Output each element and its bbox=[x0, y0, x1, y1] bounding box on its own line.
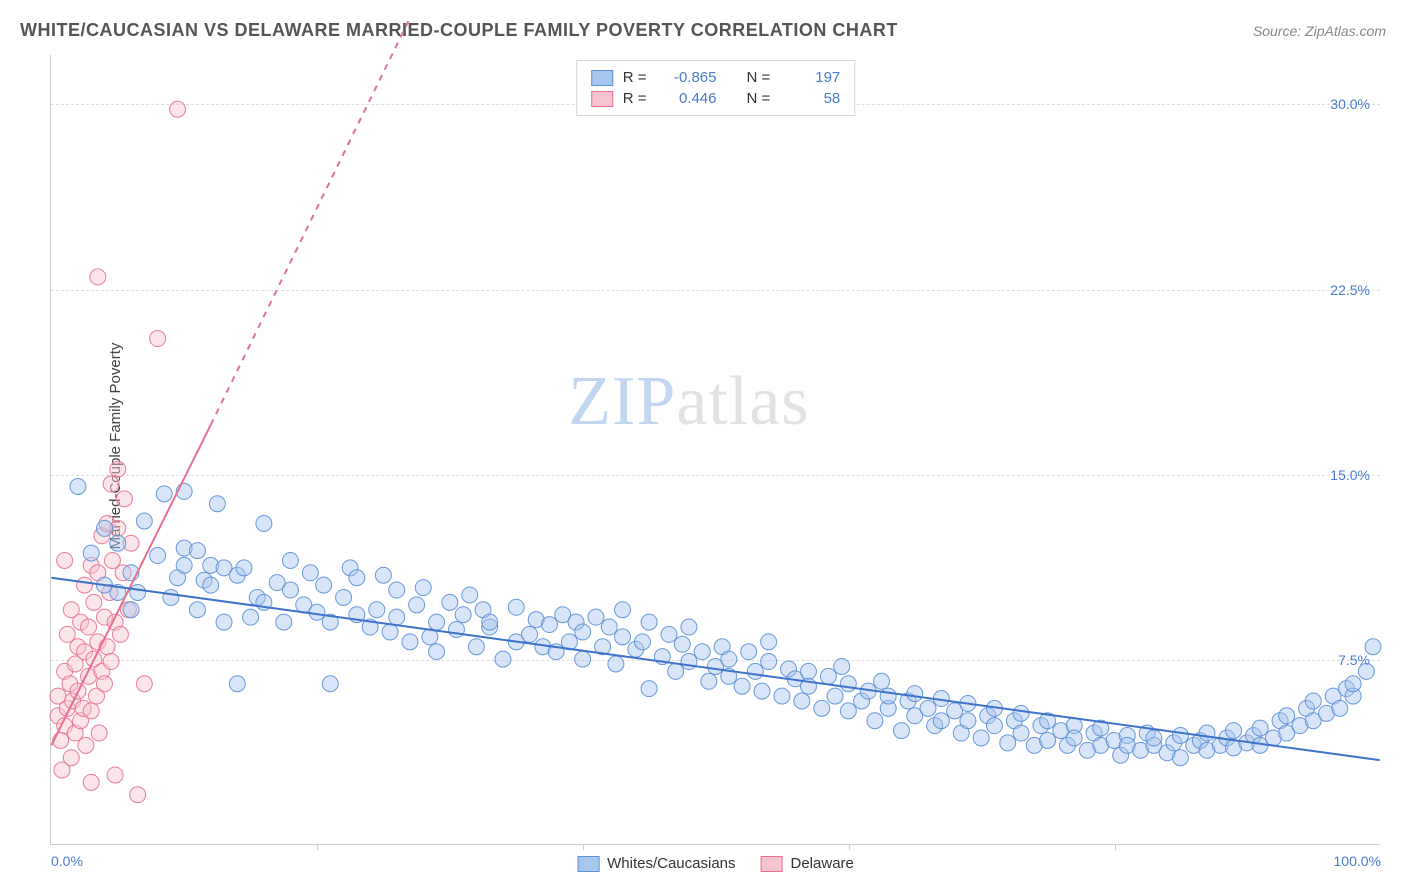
n-value-2: 58 bbox=[780, 90, 840, 107]
swatch-series2-b bbox=[761, 856, 783, 872]
legend-label-1: Whites/Caucasians bbox=[607, 855, 735, 872]
watermark-part1: ZIP bbox=[568, 363, 676, 440]
x-tick-label: 0.0% bbox=[51, 853, 83, 869]
source-prefix: Source: bbox=[1253, 23, 1305, 39]
chart-header: WHITE/CAUCASIAN VS DELAWARE MARRIED-COUP… bbox=[20, 20, 1386, 41]
legend-item-series1: Whites/Caucasians bbox=[577, 855, 735, 872]
correlation-legend: R = -0.865 N = 197 R = 0.446 N = 58 bbox=[576, 60, 856, 116]
watermark-part2: atlas bbox=[676, 363, 809, 440]
source-attribution: Source: ZipAtlas.com bbox=[1253, 23, 1386, 39]
y-tick-label: 22.5% bbox=[1330, 282, 1370, 298]
series-legend: Whites/Caucasians Delaware bbox=[577, 855, 854, 872]
r-value-1: -0.865 bbox=[657, 69, 717, 86]
n-label-1: N = bbox=[747, 69, 771, 86]
swatch-series1 bbox=[591, 70, 613, 86]
plot-svg bbox=[51, 55, 1380, 844]
r-label-1: R = bbox=[623, 69, 647, 86]
chart-title: WHITE/CAUCASIAN VS DELAWARE MARRIED-COUP… bbox=[20, 20, 898, 41]
legend-label-2: Delaware bbox=[791, 855, 854, 872]
swatch-series2 bbox=[591, 91, 613, 107]
x-tick-label: 100.0% bbox=[1334, 853, 1381, 869]
watermark-logo: ZIPatlas bbox=[568, 362, 809, 442]
y-tick-label: 30.0% bbox=[1330, 96, 1370, 112]
r-value-2: 0.446 bbox=[657, 90, 717, 107]
y-tick-label: 15.0% bbox=[1330, 467, 1370, 483]
source-name: ZipAtlas.com bbox=[1305, 23, 1386, 39]
y-tick-label: 7.5% bbox=[1338, 652, 1370, 668]
n-label-2: N = bbox=[747, 90, 771, 107]
chart-plot-area: ZIPatlas 7.5%15.0%22.5%30.0%0.0%100.0% R… bbox=[50, 55, 1380, 845]
swatch-series1-b bbox=[577, 856, 599, 872]
r-label-2: R = bbox=[623, 90, 647, 107]
legend-row-series1: R = -0.865 N = 197 bbox=[591, 67, 841, 88]
legend-row-series2: R = 0.446 N = 58 bbox=[591, 88, 841, 109]
n-value-1: 197 bbox=[780, 69, 840, 86]
legend-item-series2: Delaware bbox=[761, 855, 854, 872]
